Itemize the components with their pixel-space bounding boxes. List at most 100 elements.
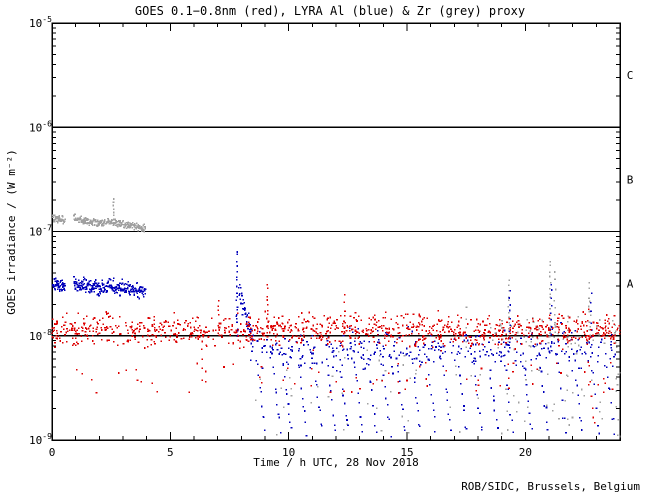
data-point [515, 331, 518, 334]
data-point [118, 333, 121, 335]
data-point [601, 327, 604, 330]
data-point [90, 289, 92, 291]
data-point [147, 317, 150, 319]
data-point [300, 338, 303, 340]
data-point [66, 328, 68, 330]
data-point [189, 321, 191, 324]
data-point [113, 341, 115, 343]
data-point [545, 326, 547, 328]
data-point [561, 348, 564, 350]
data-point [470, 345, 472, 347]
data-point [276, 433, 278, 436]
data-point [617, 327, 619, 330]
data-point [132, 286, 135, 288]
data-point [299, 335, 301, 338]
data-point [365, 332, 368, 335]
data-point [350, 346, 352, 348]
data-point [194, 337, 197, 339]
data-point [506, 410, 509, 412]
data-point [478, 330, 481, 332]
data-point [540, 370, 543, 373]
data-point [206, 345, 208, 348]
data-point [164, 331, 166, 334]
data-point [112, 204, 115, 207]
data-point [461, 335, 464, 337]
data-point [303, 336, 306, 339]
data-point [287, 363, 290, 365]
data-point [325, 332, 327, 335]
data-point [184, 329, 187, 331]
data-point [129, 225, 132, 228]
data-point [109, 325, 112, 328]
data-point [245, 316, 248, 318]
data-point [180, 338, 183, 340]
data-point [335, 325, 338, 327]
data-point [395, 322, 397, 324]
data-point [367, 358, 370, 360]
data-point [353, 340, 356, 343]
data-point [403, 429, 406, 432]
data-point [564, 332, 566, 334]
data-point [267, 321, 270, 324]
data-point [99, 222, 101, 224]
data-point [120, 290, 122, 292]
data-point [553, 313, 556, 316]
data-point [338, 351, 340, 353]
data-point [587, 361, 589, 364]
data-point [88, 291, 90, 293]
data-point [589, 356, 592, 358]
data-point [289, 356, 291, 358]
data-point [500, 343, 502, 346]
data-point [611, 365, 614, 368]
data-point [407, 431, 410, 434]
data-point [489, 331, 491, 334]
data-point [200, 331, 202, 334]
data-point [540, 340, 543, 342]
data-point [419, 349, 421, 351]
data-point [545, 406, 548, 409]
data-point [382, 355, 384, 358]
data-point [384, 311, 387, 313]
data-point [539, 354, 542, 357]
data-point [499, 351, 501, 353]
data-point [465, 340, 468, 343]
data-point [321, 361, 324, 364]
data-point [243, 346, 245, 348]
data-point [266, 309, 269, 312]
data-point [592, 372, 594, 374]
data-point [197, 330, 199, 332]
data-point [311, 357, 313, 359]
data-point [151, 325, 154, 328]
data-point [123, 288, 125, 291]
data-point [236, 253, 238, 255]
data-point [612, 417, 615, 420]
data-point [79, 288, 81, 291]
data-point [303, 318, 305, 321]
data-point [416, 325, 419, 328]
data-point [613, 355, 615, 358]
data-point [104, 223, 107, 225]
data-point [125, 369, 128, 371]
data-point [349, 335, 351, 337]
data-point [162, 326, 165, 328]
data-point [321, 424, 323, 427]
data-point [397, 381, 399, 383]
data-point [581, 321, 584, 323]
credit-footer: ROB/SIDC, Brussels, Belgium [461, 480, 640, 493]
data-point [93, 317, 96, 319]
data-point [508, 316, 510, 319]
data-point [300, 387, 303, 390]
data-point [588, 383, 590, 386]
data-point [240, 302, 243, 305]
data-point [578, 337, 580, 340]
data-point [440, 319, 443, 322]
data-point [339, 359, 341, 361]
data-point [128, 291, 131, 293]
data-point [494, 343, 496, 346]
data-point [131, 335, 134, 337]
data-point [249, 332, 252, 334]
data-point [586, 330, 588, 332]
data-point [328, 341, 331, 343]
data-point [385, 331, 388, 333]
data-point [457, 350, 460, 353]
